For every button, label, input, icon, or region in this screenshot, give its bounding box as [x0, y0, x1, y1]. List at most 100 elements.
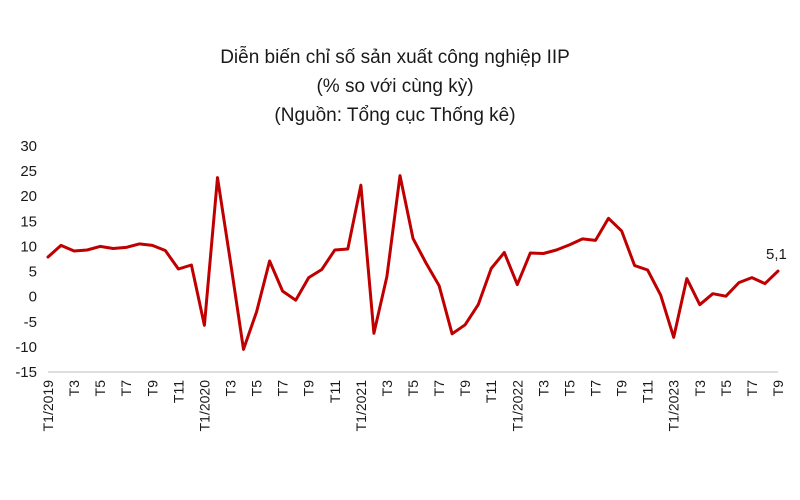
data-point	[750, 276, 754, 280]
data-point	[541, 251, 545, 255]
data-point	[111, 246, 115, 250]
data-point	[724, 294, 728, 298]
chart-subtitle-source: (Nguồn: Tổng cục Thống kê)	[274, 105, 516, 126]
x-tick-label: T5	[405, 380, 421, 397]
y-tick-label: 10	[20, 238, 37, 255]
data-point	[633, 264, 637, 268]
data-point	[580, 237, 584, 241]
data-point	[776, 269, 780, 273]
data-point	[333, 248, 337, 252]
data-point	[215, 176, 219, 180]
y-tick-label: 20	[20, 188, 37, 205]
x-tick-label: T1/2019	[40, 380, 56, 432]
data-point	[489, 267, 493, 271]
data-point	[72, 249, 76, 253]
x-tick-label: T3	[66, 380, 82, 397]
y-tick-label: 30	[20, 138, 37, 155]
x-tick-label: T7	[275, 380, 291, 397]
x-tick-label: T5	[92, 380, 108, 397]
x-tick-label: T9	[457, 380, 473, 397]
data-point	[515, 283, 519, 287]
data-point	[659, 293, 663, 297]
data-point	[502, 250, 506, 254]
x-tick-label: T5	[249, 380, 265, 397]
data-point	[137, 242, 141, 246]
y-tick-label: -5	[24, 314, 37, 331]
data-point	[411, 236, 415, 240]
data-point	[737, 281, 741, 285]
data-point	[763, 282, 767, 286]
data-point	[398, 174, 402, 178]
y-tick-label: 0	[29, 289, 37, 306]
x-tick-label: T1/2022	[509, 380, 525, 432]
x-tick-label: T11	[327, 380, 343, 403]
data-point	[528, 251, 532, 255]
x-tick-label: T9	[144, 380, 160, 397]
x-tick-label: T3	[535, 380, 551, 397]
data-point	[385, 275, 389, 279]
data-point	[607, 216, 611, 220]
x-tick-label: T3	[692, 380, 708, 397]
data-point	[189, 263, 193, 267]
x-tick-label: T5	[718, 380, 734, 397]
data-point	[59, 243, 63, 247]
data-point	[281, 289, 285, 293]
data-point	[98, 244, 102, 248]
x-tick-label: T7	[744, 380, 760, 397]
y-tick-label: 25	[20, 163, 37, 180]
y-tick-label: -10	[15, 339, 37, 356]
chart-subtitle-unit: (% so với cùng kỳ)	[316, 76, 474, 97]
data-point	[294, 298, 298, 302]
data-point	[594, 238, 598, 242]
data-point	[554, 248, 558, 252]
data-point	[450, 332, 454, 336]
y-tick-label: -15	[15, 364, 37, 381]
data-point	[476, 303, 480, 307]
x-tick-label: T7	[588, 380, 604, 397]
x-tick-label: T9	[770, 380, 786, 397]
data-point	[268, 259, 272, 263]
x-tick-label: T5	[561, 380, 577, 397]
data-point	[711, 292, 715, 296]
data-point	[320, 268, 324, 272]
series-line	[46, 174, 780, 351]
data-point	[620, 229, 624, 233]
data-point	[85, 248, 89, 252]
data-point	[150, 243, 154, 247]
x-tick-label: T9	[301, 380, 317, 397]
data-point	[424, 261, 428, 265]
data-point	[646, 268, 650, 272]
data-point	[463, 323, 467, 327]
x-tick-label: T1/2021	[353, 380, 369, 432]
x-tick-label: T11	[483, 380, 499, 403]
chart-title: Diễn biến chỉ số sản xuất công nghiệp II…	[220, 47, 570, 68]
y-tick-label: 5	[29, 264, 37, 281]
x-tick-label: T11	[640, 380, 656, 403]
x-tick-label: T7	[431, 380, 447, 397]
data-point	[307, 276, 311, 280]
data-point	[242, 347, 246, 351]
y-tick-label: 15	[20, 213, 37, 230]
data-point	[372, 331, 376, 335]
x-tick-label: T11	[170, 380, 186, 403]
data-point	[567, 243, 571, 247]
data-point	[46, 255, 50, 259]
data-point	[437, 284, 441, 288]
data-point	[672, 335, 676, 339]
data-point	[176, 267, 180, 271]
data-point	[346, 247, 350, 251]
x-tick-label: T3	[223, 380, 239, 397]
data-point	[698, 303, 702, 307]
data-point	[124, 245, 128, 249]
data-point	[255, 310, 259, 314]
x-tick-label: T1/2023	[666, 380, 682, 432]
data-point	[163, 248, 167, 252]
x-tick-label: T1/2020	[196, 380, 212, 432]
x-tick-label: T7	[118, 380, 134, 397]
x-tick-label: T9	[614, 380, 630, 397]
x-tick-label: T3	[379, 380, 395, 397]
data-label: 5,1	[766, 246, 787, 263]
data-point	[229, 260, 233, 264]
